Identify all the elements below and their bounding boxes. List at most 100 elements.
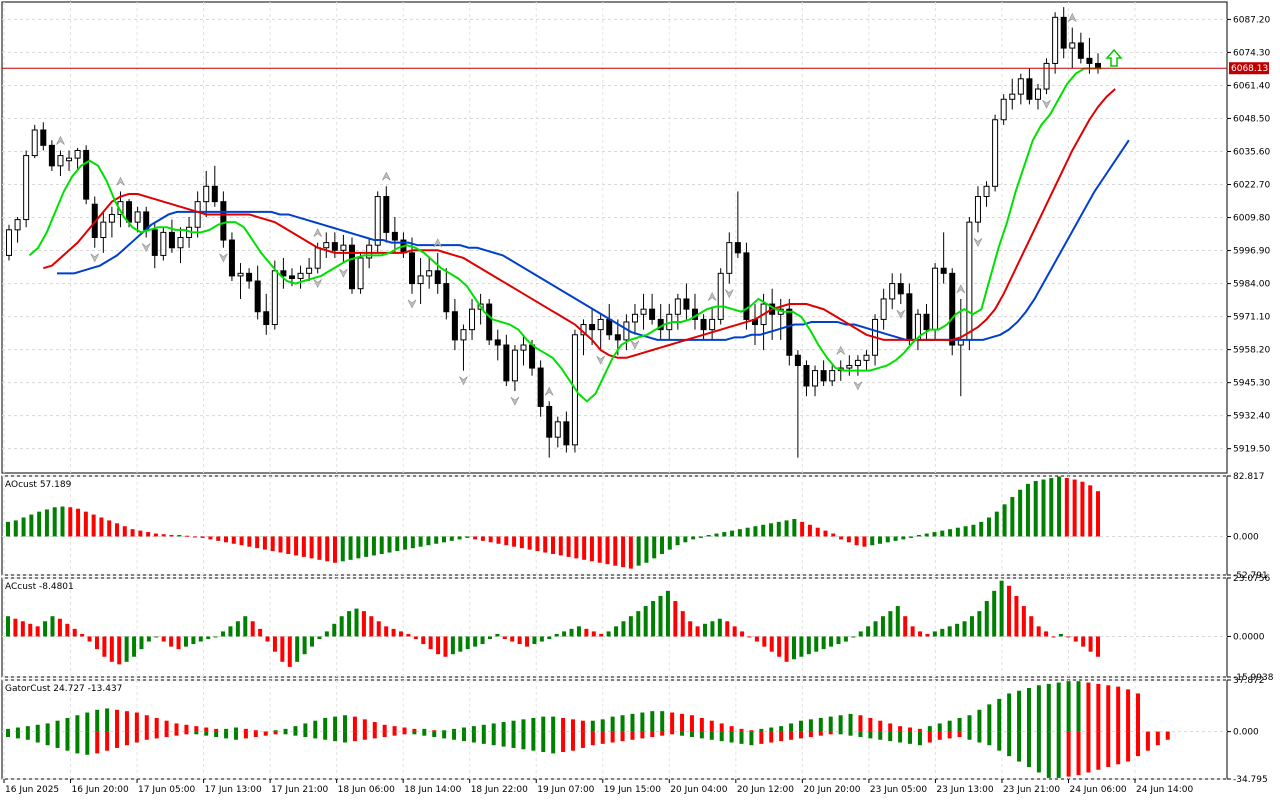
candle-body[interactable] bbox=[906, 293, 913, 341]
candle-body[interactable] bbox=[203, 185, 210, 203]
candle-body[interactable] bbox=[537, 367, 544, 407]
candle-body[interactable] bbox=[966, 221, 973, 341]
candle-body[interactable] bbox=[297, 272, 304, 279]
candle-body[interactable] bbox=[683, 298, 690, 310]
candle-body[interactable] bbox=[529, 344, 536, 369]
candle-body[interactable] bbox=[246, 272, 253, 282]
candle-body[interactable] bbox=[932, 267, 939, 331]
candle-body[interactable] bbox=[1009, 93, 1016, 100]
candle-body[interactable] bbox=[14, 219, 21, 231]
candle-body[interactable] bbox=[546, 405, 553, 438]
candle-body[interactable] bbox=[786, 308, 793, 356]
candle-body[interactable] bbox=[211, 185, 218, 203]
candle-body[interactable] bbox=[649, 308, 656, 320]
candle-body[interactable] bbox=[563, 421, 570, 446]
candle-body[interactable] bbox=[237, 272, 244, 277]
candle-body[interactable] bbox=[846, 364, 853, 369]
candle-body[interactable] bbox=[503, 344, 510, 382]
candle-body[interactable] bbox=[426, 270, 433, 277]
candle-body[interactable] bbox=[340, 244, 347, 251]
candle-body[interactable] bbox=[1069, 42, 1076, 49]
candle-body[interactable] bbox=[194, 201, 201, 228]
candle-body[interactable] bbox=[631, 313, 638, 323]
candle-body[interactable] bbox=[614, 334, 621, 341]
candle-body[interactable] bbox=[606, 318, 613, 336]
candle-body[interactable] bbox=[409, 252, 416, 285]
candle-body[interactable] bbox=[554, 421, 561, 438]
candle-body[interactable] bbox=[383, 196, 390, 233]
candle-body[interactable] bbox=[1060, 16, 1067, 49]
candle-body[interactable] bbox=[734, 242, 741, 254]
candle-body[interactable] bbox=[83, 149, 90, 200]
candle-body[interactable] bbox=[589, 324, 596, 331]
candle-body[interactable] bbox=[974, 196, 981, 223]
candle-body[interactable] bbox=[168, 231, 175, 249]
candle-body[interactable] bbox=[391, 231, 398, 241]
candle-body[interactable] bbox=[854, 359, 861, 366]
candle-body[interactable] bbox=[366, 244, 373, 259]
candle-body[interactable] bbox=[374, 196, 381, 246]
candle-body[interactable] bbox=[151, 229, 158, 256]
candle-body[interactable] bbox=[1086, 57, 1093, 64]
candle-body[interactable] bbox=[1017, 78, 1024, 95]
candle-body[interactable] bbox=[348, 244, 355, 290]
candle-body[interactable] bbox=[254, 280, 261, 313]
candle-body[interactable] bbox=[288, 275, 295, 279]
candle-body[interactable] bbox=[443, 283, 450, 313]
candle-body[interactable] bbox=[1034, 88, 1041, 100]
candle-body[interactable] bbox=[451, 311, 458, 341]
candle-body[interactable] bbox=[66, 157, 73, 162]
candle-body[interactable] bbox=[460, 329, 467, 341]
candle-body[interactable] bbox=[314, 247, 321, 269]
candle-body[interactable] bbox=[486, 303, 493, 341]
candle-body[interactable] bbox=[40, 129, 47, 146]
candle-body[interactable] bbox=[923, 313, 930, 331]
candle-body[interactable] bbox=[640, 308, 647, 315]
candle-body[interactable] bbox=[812, 370, 819, 387]
candle-body[interactable] bbox=[794, 354, 801, 366]
candle-body[interactable] bbox=[417, 275, 424, 285]
candle-body[interactable] bbox=[1043, 62, 1050, 90]
candle-body[interactable] bbox=[323, 242, 330, 249]
candle-body[interactable] bbox=[726, 242, 733, 274]
candle-body[interactable] bbox=[57, 155, 64, 167]
candle-body[interactable] bbox=[6, 229, 12, 256]
candle-body[interactable] bbox=[31, 129, 38, 157]
candle-body[interactable] bbox=[1052, 16, 1059, 64]
candle-body[interactable] bbox=[520, 344, 527, 351]
candle-body[interactable] bbox=[820, 370, 827, 382]
candle-body[interactable] bbox=[48, 144, 55, 167]
candle-body[interactable] bbox=[177, 237, 184, 249]
candle-body[interactable] bbox=[674, 298, 681, 315]
candle-body[interactable] bbox=[306, 267, 313, 274]
candle-body[interactable] bbox=[880, 298, 887, 320]
candle-body[interactable] bbox=[743, 252, 750, 320]
candle-body[interactable] bbox=[717, 272, 724, 320]
candle-body[interactable] bbox=[1026, 78, 1033, 100]
candle-body[interactable] bbox=[829, 370, 836, 382]
candle-body[interactable] bbox=[700, 318, 707, 331]
candle-body[interactable] bbox=[803, 364, 810, 387]
candle-body[interactable] bbox=[469, 308, 476, 331]
candle-body[interactable] bbox=[280, 270, 287, 277]
candle-body[interactable] bbox=[1000, 98, 1007, 121]
candle-body[interactable] bbox=[434, 270, 441, 285]
candle-body[interactable] bbox=[897, 283, 904, 295]
candle-body[interactable] bbox=[949, 272, 956, 346]
candle-body[interactable] bbox=[74, 149, 81, 159]
candle-body[interactable] bbox=[263, 311, 270, 326]
candle-body[interactable] bbox=[108, 213, 115, 223]
candle-body[interactable] bbox=[940, 267, 947, 274]
candle-body[interactable] bbox=[23, 155, 30, 221]
candle-body[interactable] bbox=[597, 318, 604, 331]
candle-body[interactable] bbox=[126, 201, 133, 223]
candle-body[interactable] bbox=[889, 283, 896, 300]
candle-body[interactable] bbox=[160, 231, 167, 256]
candle-body[interactable] bbox=[511, 349, 518, 382]
candle-body[interactable] bbox=[494, 339, 501, 346]
candle-body[interactable] bbox=[220, 201, 227, 241]
candle-body[interactable] bbox=[134, 211, 141, 223]
candle-body[interactable] bbox=[709, 318, 716, 331]
candle-body[interactable] bbox=[228, 239, 235, 277]
